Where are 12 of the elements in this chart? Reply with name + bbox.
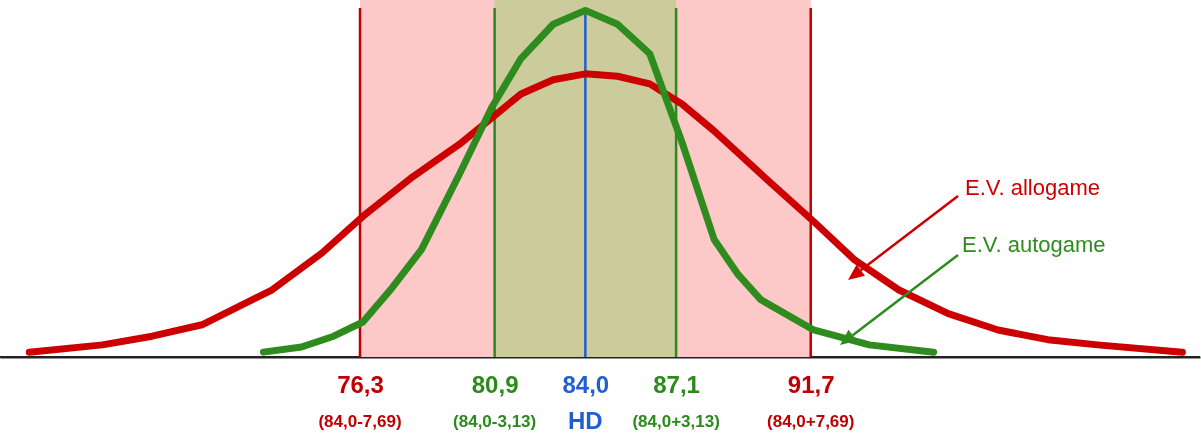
- text: (84,0+3,13): [632, 412, 720, 431]
- text: (84,0-7,69): [318, 412, 402, 431]
- text: E.V. autogame: [962, 232, 1106, 257]
- x-tick-label: 84,0: [562, 370, 610, 398]
- x-tick-label: 91,7: [787, 370, 835, 398]
- text: (84,0-3,13): [453, 412, 537, 431]
- text: HD: [568, 407, 603, 434]
- x-tick-label: 87,1: [653, 370, 700, 398]
- text: E.V. allogame: [965, 175, 1100, 200]
- text: (84,0+7,69): [767, 412, 855, 431]
- x-tick-label: 80,9: [471, 370, 519, 398]
- x-tick-label: 76,3: [337, 370, 384, 398]
